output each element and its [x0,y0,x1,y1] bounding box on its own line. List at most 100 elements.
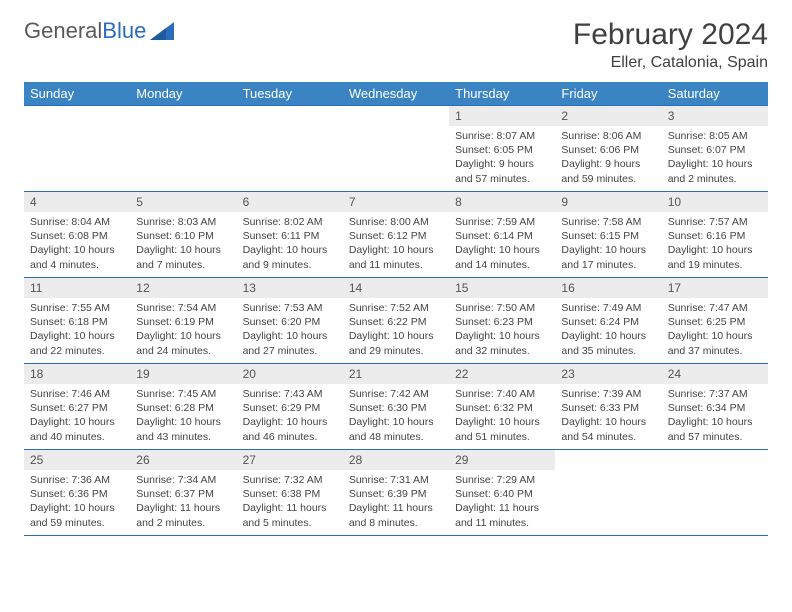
calendar-day-cell: 3Sunrise: 8:05 AMSunset: 6:07 PMDaylight… [662,106,768,192]
day-details: Sunrise: 7:47 AMSunset: 6:25 PMDaylight:… [662,298,768,362]
calendar-day-cell: 9Sunrise: 7:58 AMSunset: 6:15 PMDaylight… [555,192,661,278]
day-number: 18 [24,364,130,384]
calendar-day-cell: 23Sunrise: 7:39 AMSunset: 6:33 PMDayligh… [555,364,661,450]
day-details: Sunrise: 7:37 AMSunset: 6:34 PMDaylight:… [662,384,768,448]
day-number: 23 [555,364,661,384]
day-number: 21 [343,364,449,384]
calendar-week: 25Sunrise: 7:36 AMSunset: 6:36 PMDayligh… [24,450,768,536]
calendar-day-cell: 20Sunrise: 7:43 AMSunset: 6:29 PMDayligh… [237,364,343,450]
day-number: 22 [449,364,555,384]
day-details: Sunrise: 7:43 AMSunset: 6:29 PMDaylight:… [237,384,343,448]
day-number: 24 [662,364,768,384]
day-number: 16 [555,278,661,298]
day-number: 12 [130,278,236,298]
day-details: Sunrise: 8:02 AMSunset: 6:11 PMDaylight:… [237,212,343,276]
calendar-day-cell: 12Sunrise: 7:54 AMSunset: 6:19 PMDayligh… [130,278,236,364]
calendar-day-cell: 7Sunrise: 8:00 AMSunset: 6:12 PMDaylight… [343,192,449,278]
day-details: Sunrise: 7:50 AMSunset: 6:23 PMDaylight:… [449,298,555,362]
day-number: 15 [449,278,555,298]
logo-text: GeneralBlue [24,18,146,44]
calendar-day-cell: 15Sunrise: 7:50 AMSunset: 6:23 PMDayligh… [449,278,555,364]
calendar-day-cell: 29Sunrise: 7:29 AMSunset: 6:40 PMDayligh… [449,450,555,536]
logo-text-general: General [24,18,102,43]
logo-text-blue: Blue [102,18,146,43]
day-header: Friday [555,82,661,106]
calendar-table: SundayMondayTuesdayWednesdayThursdayFrid… [24,82,768,536]
day-number: 5 [130,192,236,212]
day-details: Sunrise: 7:34 AMSunset: 6:37 PMDaylight:… [130,470,236,534]
logo: GeneralBlue [24,18,174,44]
day-number: 3 [662,106,768,126]
calendar-day-cell: 14Sunrise: 7:52 AMSunset: 6:22 PMDayligh… [343,278,449,364]
calendar-day-cell: 13Sunrise: 7:53 AMSunset: 6:20 PMDayligh… [237,278,343,364]
calendar-empty-cell [24,106,130,192]
calendar-day-cell: 27Sunrise: 7:32 AMSunset: 6:38 PMDayligh… [237,450,343,536]
day-number: 19 [130,364,236,384]
calendar-day-cell: 18Sunrise: 7:46 AMSunset: 6:27 PMDayligh… [24,364,130,450]
day-number: 28 [343,450,449,470]
day-header: Tuesday [237,82,343,106]
calendar-week: 18Sunrise: 7:46 AMSunset: 6:27 PMDayligh… [24,364,768,450]
day-number: 1 [449,106,555,126]
day-details: Sunrise: 8:06 AMSunset: 6:06 PMDaylight:… [555,126,661,190]
day-number: 25 [24,450,130,470]
page-header: GeneralBlue February 2024 Eller, Catalon… [24,18,768,72]
calendar-day-cell: 1Sunrise: 8:07 AMSunset: 6:05 PMDaylight… [449,106,555,192]
calendar-week: 4Sunrise: 8:04 AMSunset: 6:08 PMDaylight… [24,192,768,278]
calendar-empty-cell [130,106,236,192]
day-details: Sunrise: 8:00 AMSunset: 6:12 PMDaylight:… [343,212,449,276]
day-number: 8 [449,192,555,212]
calendar-day-cell: 21Sunrise: 7:42 AMSunset: 6:30 PMDayligh… [343,364,449,450]
day-details: Sunrise: 7:49 AMSunset: 6:24 PMDaylight:… [555,298,661,362]
calendar-day-cell: 26Sunrise: 7:34 AMSunset: 6:37 PMDayligh… [130,450,236,536]
calendar-day-cell: 5Sunrise: 8:03 AMSunset: 6:10 PMDaylight… [130,192,236,278]
day-number: 20 [237,364,343,384]
day-details: Sunrise: 7:59 AMSunset: 6:14 PMDaylight:… [449,212,555,276]
calendar-body: 1Sunrise: 8:07 AMSunset: 6:05 PMDaylight… [24,106,768,536]
day-number: 27 [237,450,343,470]
day-header: Sunday [24,82,130,106]
day-details: Sunrise: 7:46 AMSunset: 6:27 PMDaylight:… [24,384,130,448]
calendar-day-cell: 10Sunrise: 7:57 AMSunset: 6:16 PMDayligh… [662,192,768,278]
day-number: 9 [555,192,661,212]
day-number: 26 [130,450,236,470]
month-title: February 2024 [573,18,768,52]
calendar-empty-cell [555,450,661,536]
day-details: Sunrise: 7:39 AMSunset: 6:33 PMDaylight:… [555,384,661,448]
day-details: Sunrise: 7:36 AMSunset: 6:36 PMDaylight:… [24,470,130,534]
calendar-day-cell: 8Sunrise: 7:59 AMSunset: 6:14 PMDaylight… [449,192,555,278]
logo-sail-icon [150,22,174,40]
day-details: Sunrise: 7:32 AMSunset: 6:38 PMDaylight:… [237,470,343,534]
day-number: 11 [24,278,130,298]
calendar-day-cell: 6Sunrise: 8:02 AMSunset: 6:11 PMDaylight… [237,192,343,278]
calendar-day-cell: 17Sunrise: 7:47 AMSunset: 6:25 PMDayligh… [662,278,768,364]
day-details: Sunrise: 7:58 AMSunset: 6:15 PMDaylight:… [555,212,661,276]
day-header: Monday [130,82,236,106]
day-details: Sunrise: 7:31 AMSunset: 6:39 PMDaylight:… [343,470,449,534]
calendar-empty-cell [343,106,449,192]
day-details: Sunrise: 7:45 AMSunset: 6:28 PMDaylight:… [130,384,236,448]
day-number: 10 [662,192,768,212]
day-number: 6 [237,192,343,212]
day-details: Sunrise: 7:55 AMSunset: 6:18 PMDaylight:… [24,298,130,362]
calendar-day-cell: 2Sunrise: 8:06 AMSunset: 6:06 PMDaylight… [555,106,661,192]
day-number: 29 [449,450,555,470]
location-text: Eller, Catalonia, Spain [573,54,768,72]
day-details: Sunrise: 8:07 AMSunset: 6:05 PMDaylight:… [449,126,555,190]
day-header: Thursday [449,82,555,106]
day-number: 13 [237,278,343,298]
day-details: Sunrise: 8:04 AMSunset: 6:08 PMDaylight:… [24,212,130,276]
day-number: 4 [24,192,130,212]
calendar-week: 1Sunrise: 8:07 AMSunset: 6:05 PMDaylight… [24,106,768,192]
day-details: Sunrise: 8:05 AMSunset: 6:07 PMDaylight:… [662,126,768,190]
day-number: 17 [662,278,768,298]
calendar-day-cell: 16Sunrise: 7:49 AMSunset: 6:24 PMDayligh… [555,278,661,364]
day-details: Sunrise: 7:42 AMSunset: 6:30 PMDaylight:… [343,384,449,448]
day-number: 7 [343,192,449,212]
calendar-day-cell: 22Sunrise: 7:40 AMSunset: 6:32 PMDayligh… [449,364,555,450]
calendar-day-cell: 24Sunrise: 7:37 AMSunset: 6:34 PMDayligh… [662,364,768,450]
title-block: February 2024 Eller, Catalonia, Spain [573,18,768,72]
calendar-day-cell: 25Sunrise: 7:36 AMSunset: 6:36 PMDayligh… [24,450,130,536]
calendar-empty-cell [237,106,343,192]
day-number: 14 [343,278,449,298]
